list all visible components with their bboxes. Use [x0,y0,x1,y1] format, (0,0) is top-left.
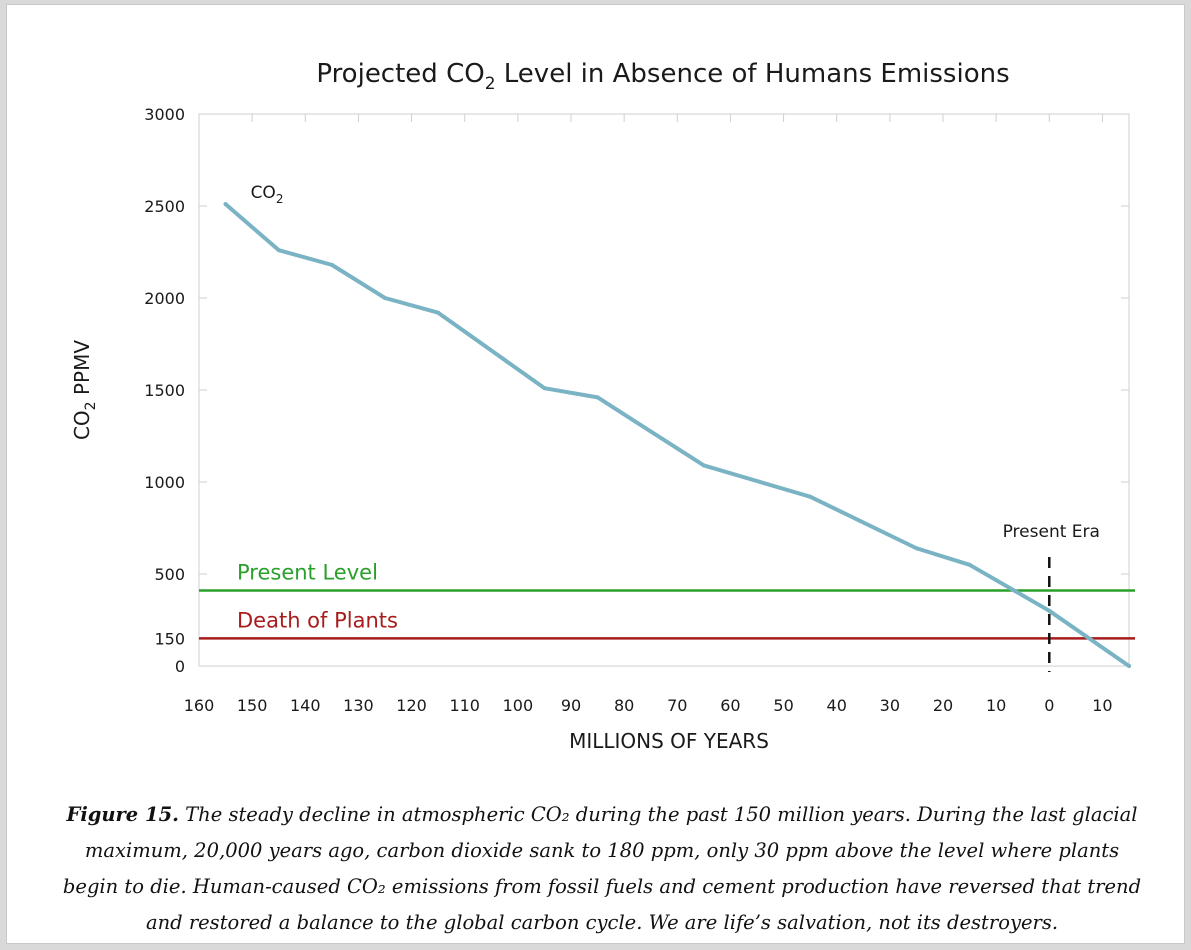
x-tick-label: 160 [184,696,215,715]
co2-data-point [383,296,387,300]
series-label: CO2 [251,183,284,206]
x-tick-label: 10 [986,696,1006,715]
co2-chart: Projected CO2 Level in Absence of Humans… [70,59,1135,753]
x-tick-label: 90 [561,696,581,715]
co2-data-point [914,546,919,551]
y-tick-label: 2500 [144,197,185,216]
x-tick-label: 40 [827,696,847,715]
co2-data-point [595,395,600,400]
x-tick-label: 100 [503,696,534,715]
x-tick-label: 110 [449,696,480,715]
x-axis-ticks: 160 150 140 130 120 110 100 90 80 70 60 50 40 30 20 10 0… [184,114,1113,715]
x-tick-label: 20 [933,696,953,715]
x-tick-label: 120 [396,696,427,715]
x-tick-label: 130 [343,696,374,715]
x-tick-label: 150 [237,696,268,715]
reference-lines: Present Level Death of Plants [199,561,1135,640]
y-axis-ticks: 0 150 500 1000 1500 2000 2500 3000 [144,105,1129,676]
y-tick-label: 3000 [144,105,185,124]
y-tick-label: 500 [154,565,185,584]
figure-frame: Projected CO2 Level in Absence of Humans… [6,4,1185,944]
x-tick-label: 50 [773,696,793,715]
x-tick-label: 10 [1092,696,1112,715]
x-tick-label: 140 [290,696,321,715]
caption-text: The steady decline in atmospheric CO₂ du… [62,803,1142,934]
co2-data-point [276,248,281,253]
reference-line-label: Present Level [237,561,378,585]
chart-title: Projected CO2 Level in Absence of Humans… [316,59,1009,94]
co2-data-point [1127,664,1131,668]
co2-data-point [967,562,972,567]
series-group: CO2 [223,183,1131,668]
y-tick-label: 2000 [144,289,185,308]
annotations: Present Era [1003,522,1100,672]
y-tick-label: 1500 [144,381,185,400]
co2-data-point [808,494,813,499]
co2-data-point [701,463,706,468]
y-tick-label: 150 [154,629,185,648]
x-tick-label: 80 [614,696,634,715]
co2-data-point [329,262,334,267]
figure-label: Figure 15. [66,803,179,826]
reference-line-label: Death of Plants [237,608,398,632]
co2-data-point [542,386,547,391]
co2-data-point [1047,608,1052,613]
x-tick-label: 70 [667,696,687,715]
x-tick-label: 60 [720,696,740,715]
x-axis-label: MILLIONS OF YEARS [569,729,769,753]
present-era-label: Present Era [1003,522,1100,542]
y-tick-label: 1000 [144,473,185,492]
co2-data-point [223,202,228,207]
y-axis-label: CO2 PPMV [70,340,99,440]
co2-data-point [436,310,441,315]
co2-series-line [223,202,1131,668]
y-tick-label: 0 [175,657,185,676]
figure-caption: Figure 15. The steady decline in atmosph… [57,797,1147,941]
x-tick-label: 0 [1044,696,1054,715]
x-tick-label: 30 [880,696,900,715]
